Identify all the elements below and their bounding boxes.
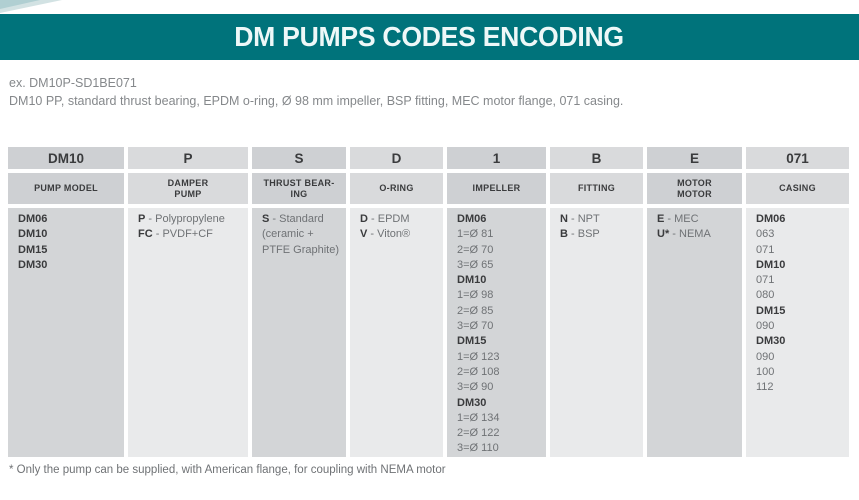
column-values: D - EPDM V - Viton® [350,208,443,457]
value-line: N - NPT [560,213,600,225]
value-line: DM06 [18,213,48,225]
value-line: DM06 [756,213,786,225]
value-line: U* - NEMA [657,228,711,241]
column-label: THRUST BEAR- ING [252,173,346,204]
value-line: 071 [756,243,775,256]
column-code: 071 [746,147,849,169]
value-line: 100 [756,365,775,378]
column-label: O-RING [350,173,443,204]
value-line: 2=Ø 70 [457,243,494,256]
value-line: D - EPDM [360,213,410,225]
value-line: 1=Ø 81 [457,228,494,241]
example-block: ex. DM10P-SD1BE071 DM10 PP, standard thr… [9,74,849,110]
value-line: S - Standard [262,213,324,225]
example-code-line: ex. DM10P-SD1BE071 [9,76,137,90]
value-line: P - Polypropylene [138,213,225,225]
column-code: E [647,147,742,169]
column-values: DM06 063 071 DM10 071 080 DM15 090 DM30 090 100 112 [746,208,849,457]
column-values: DM06 1=Ø 81 2=Ø 70 3=Ø 65 DM10 1=Ø 98 2=Ø 85 3=… [447,208,546,457]
footnote: * Only the pump can be supplied, with Am… [9,464,446,476]
value-line: 1=Ø 123 [457,350,500,363]
title-bar: DM PUMPS CODES ENCODING [0,14,859,60]
value-line: DM30 [756,335,786,348]
column-code: P [128,147,248,169]
value-line: DM10 [457,274,487,287]
value-line: 2=Ø 122 [457,427,500,440]
column-code: S [252,147,346,169]
column-values: E - MEC U* - NEMA [647,208,742,457]
example-description: DM10 PP, standard thrust bearing, EPDM o… [9,94,624,108]
value-line: 3=Ø 110 [457,442,499,455]
page-title: DM PUMPS CODES ENCODING [234,21,625,52]
value-line: V - Viton® [360,228,411,241]
column-label: FITTING [550,173,643,204]
value-line: DM10 [756,258,786,271]
column-code: D [350,147,443,169]
column-code: DM10 [8,147,124,169]
value-line: 090 [756,320,775,333]
value-line: 090 [756,350,775,363]
value-line: 3=Ø 65 [457,258,494,271]
column-code: B [550,147,643,169]
column-code: 1 [447,147,546,169]
value-line: DM15 [18,243,48,256]
column-label: DAMPER PUMP [128,173,248,204]
value-line: 071 [756,274,775,287]
column-label: IMPELLER [447,173,546,204]
column-values: P - Polypropylene FC - PVDF+CF [128,208,248,457]
column-values: N - NPT B - BSP [550,208,643,457]
value-line: 080 [756,289,775,302]
codes-table: DM10 P S D 1 B E 071 PUMP MODEL DAMPER PUMP THRUST … [8,147,849,457]
column-label: MOTOR MOTOR [647,173,742,204]
column-label: PUMP MODEL [8,173,124,204]
value-line: PTFE Graphite) [262,243,340,256]
value-line: DM15 [457,335,487,348]
corner-decoration-inner [0,0,40,9]
value-line: 3=Ø 70 [457,320,494,333]
value-line: DM10 [18,228,48,241]
value-line: 063 [756,228,775,241]
value-line: B - BSP [560,228,600,241]
value-line: DM06 [457,213,487,225]
value-line: E - MEC [657,213,699,225]
value-line: 3=Ø 90 [457,381,494,394]
value-line: FC - PVDF+CF [138,228,213,241]
value-line: DM30 [457,396,487,409]
value-line: 2=Ø 108 [457,365,500,378]
value-line: 2=Ø 85 [457,304,494,317]
value-line: DM30 [18,258,48,271]
value-line: 1=Ø 134 [457,411,500,424]
value-line: 1=Ø 98 [457,289,494,302]
value-line: (ceramic + [262,228,314,241]
column-values: S - Standard (ceramic + PTFE Graphite) [252,208,346,457]
value-line: DM15 [756,304,786,317]
column-label: CASING [746,173,849,204]
value-line: 112 [756,381,774,394]
column-values: DM06 DM10 DM15 DM30 [8,208,124,457]
